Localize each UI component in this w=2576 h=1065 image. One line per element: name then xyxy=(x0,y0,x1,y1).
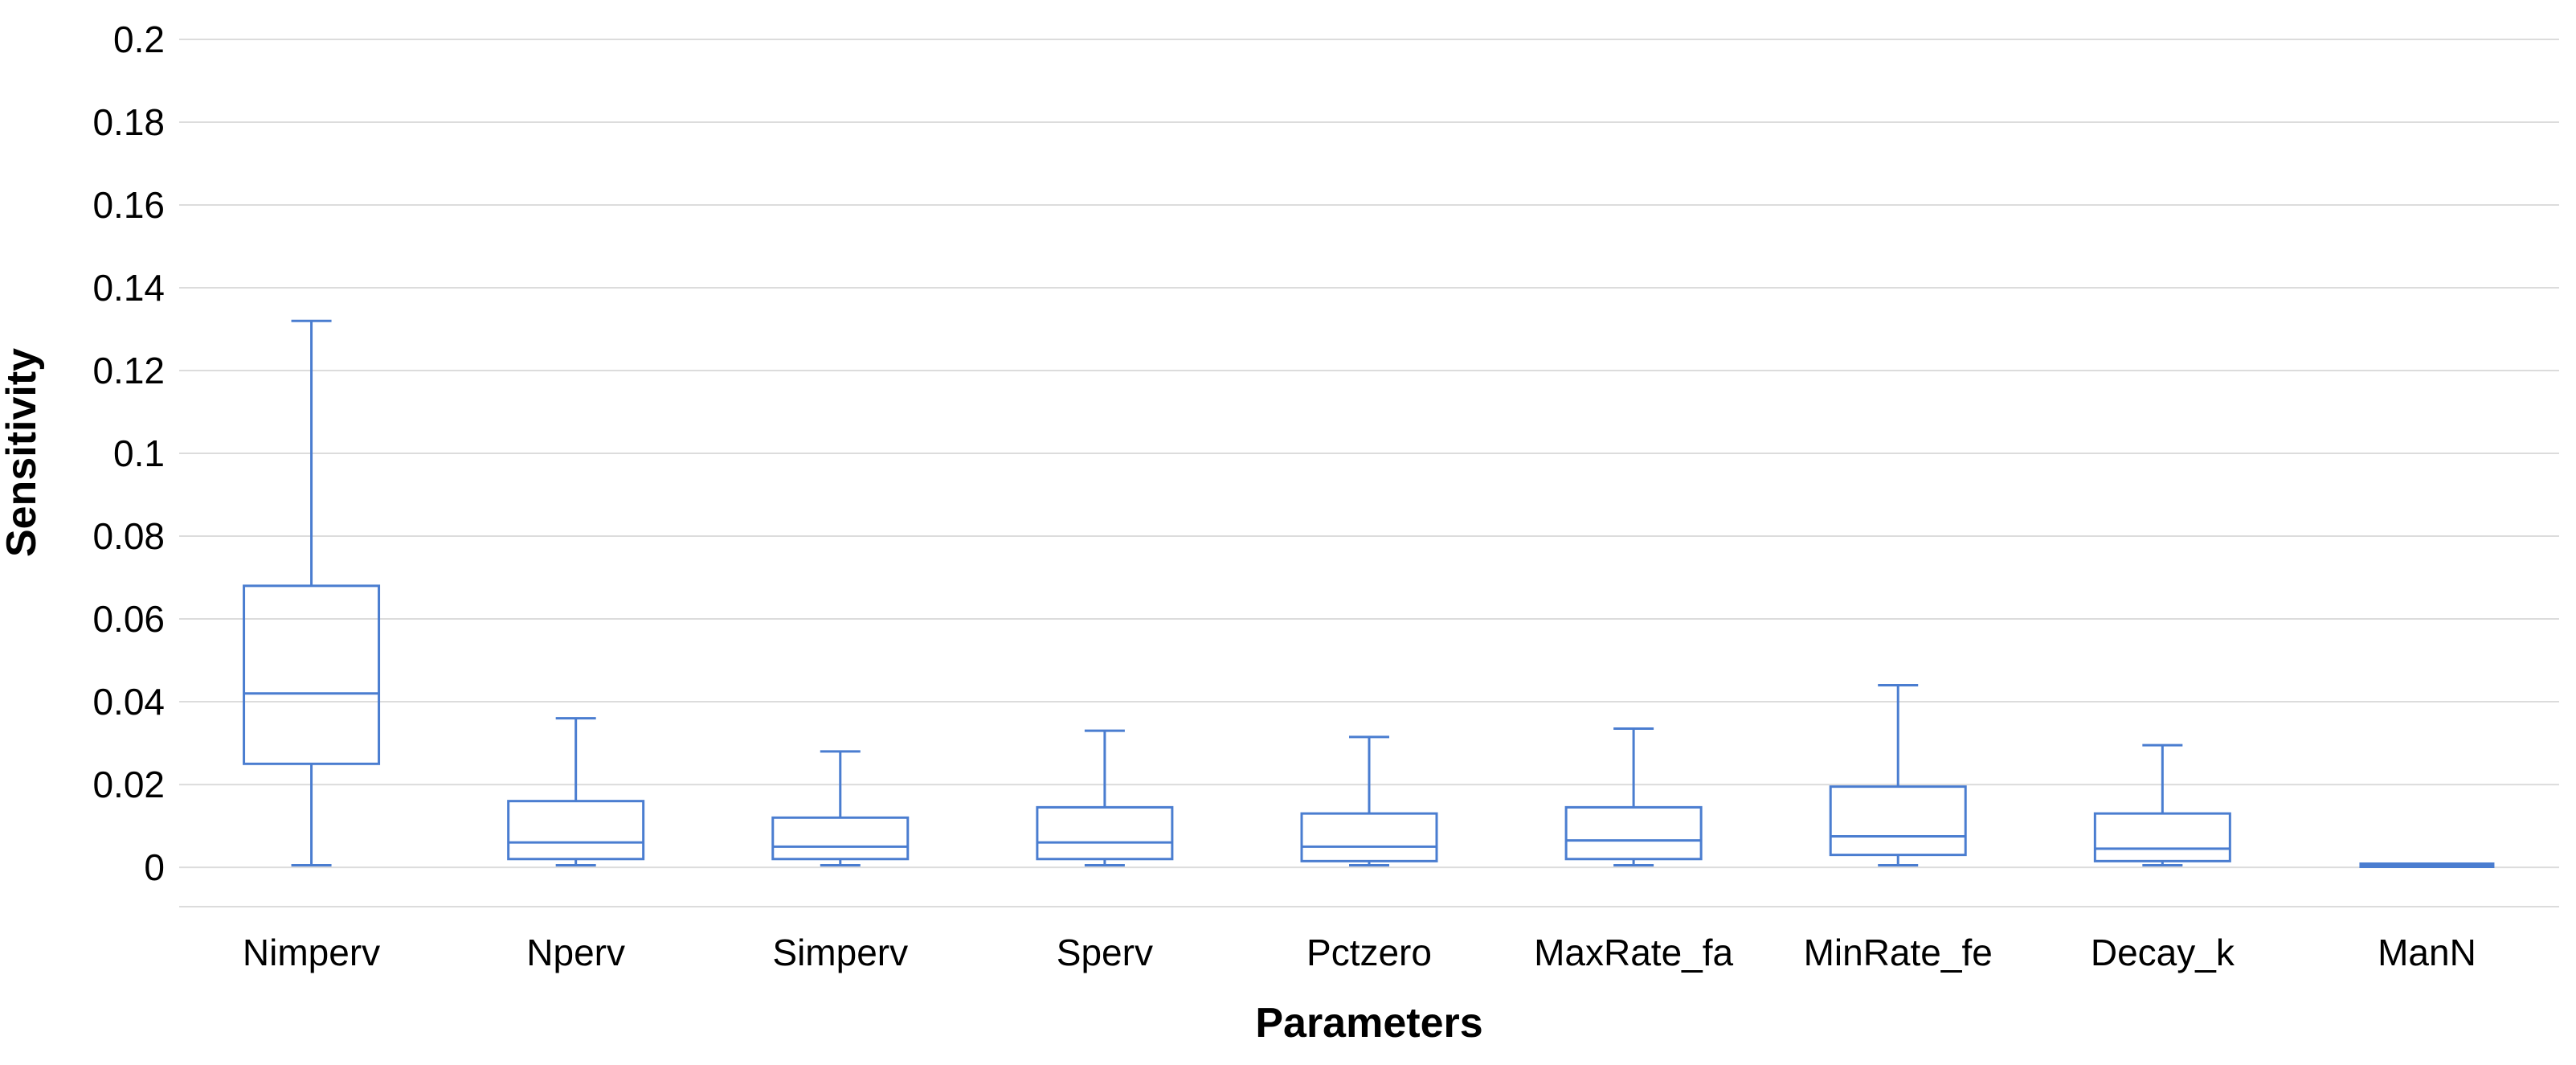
y-tick-label: 0.12 xyxy=(92,350,165,391)
box-plot-Nperv xyxy=(507,717,645,866)
x-category-label: Nimperv xyxy=(243,932,380,973)
iqr-box xyxy=(771,816,910,861)
box-plot-MaxRate_fa xyxy=(1564,727,1703,866)
y-tick-label: 0 xyxy=(144,846,165,888)
iqr-box xyxy=(243,584,381,765)
y-tick-label: 0.06 xyxy=(92,598,165,640)
iqr-box xyxy=(2093,812,2231,862)
box-plot-Simperv xyxy=(771,750,910,866)
y-tick-label: 0.1 xyxy=(113,432,165,474)
box-plot-Sperv xyxy=(1036,729,1174,866)
x-category-label: Simperv xyxy=(772,932,908,973)
x-category-label: Decay_k xyxy=(2091,932,2235,973)
x-category-label: Sperv xyxy=(1057,932,1153,973)
y-tick-label: 0.16 xyxy=(92,184,165,226)
iqr-box xyxy=(1564,805,1703,861)
y-axis-title: Sensitivity xyxy=(0,348,45,557)
x-category-label: Pctzero xyxy=(1306,932,1432,973)
x-category-label: MinRate_fe xyxy=(1804,932,1993,973)
axis-labels-layer: 0 0.02 0.04 0.06 0.08 0.1 0.12 0.14 0.16 0.18 0.2 N… xyxy=(92,18,2476,973)
box-plot-MinRate_fe xyxy=(1829,683,1967,866)
x-category-label: Nperv xyxy=(526,932,625,973)
y-tick-label: 0.02 xyxy=(92,764,165,805)
y-tick-label: 0.14 xyxy=(92,267,165,309)
y-tick-label: 0.08 xyxy=(92,515,165,557)
y-tick-label: 0.2 xyxy=(113,18,165,60)
x-category-label: MaxRate_fa xyxy=(1534,932,1733,973)
y-tick-label: 0.18 xyxy=(92,101,165,143)
iqr-box xyxy=(1036,805,1174,861)
boxes-layer xyxy=(243,319,2495,868)
x-category-label: ManN xyxy=(2378,932,2476,973)
box-plot-Nimperv xyxy=(243,319,381,866)
box-plot-Decay_k xyxy=(2093,743,2231,866)
y-tick-label: 0.04 xyxy=(92,681,165,723)
x-axis-title: Parameters xyxy=(1255,1000,1482,1047)
iqr-box xyxy=(507,800,645,861)
iqr-box xyxy=(1829,785,1967,857)
iqr-box xyxy=(1300,812,1438,862)
box-plot-Pctzero xyxy=(1300,735,1438,866)
